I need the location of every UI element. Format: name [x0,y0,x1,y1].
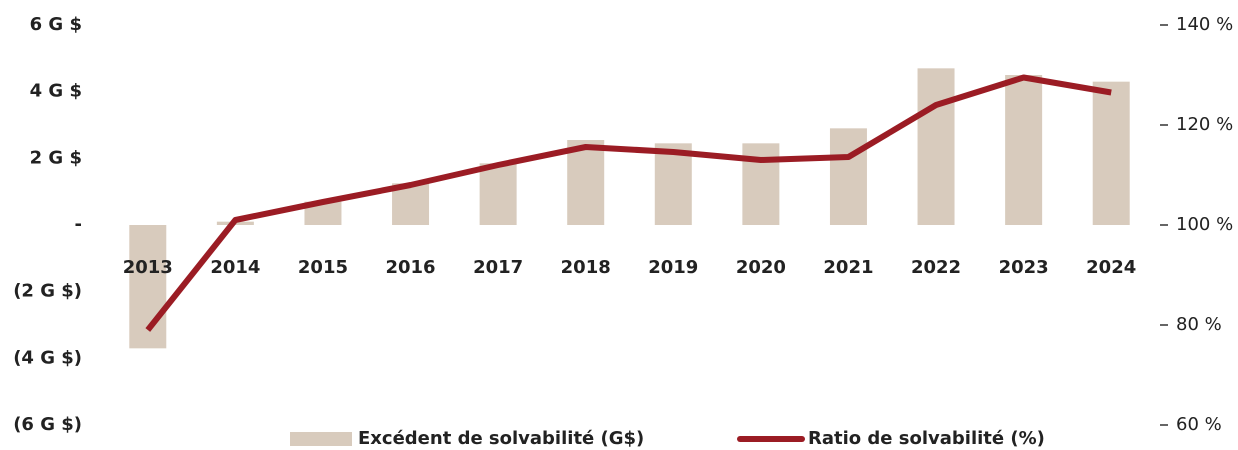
x-tick-label: 2019 [648,257,698,278]
x-tick-label: 2016 [385,257,435,278]
x-tick-label: 2015 [298,257,348,278]
line [145,74,1112,332]
y-tick-label: 6 G $ [30,14,82,35]
x-tick-label: 2014 [210,257,260,278]
y-tick-label: (6 G $) [13,414,82,435]
legend-swatch [290,432,352,446]
bar [829,128,867,225]
bar [1092,81,1130,226]
y-tick-label: 2 G $ [30,147,82,168]
y-tick-label: (2 G $) [13,281,82,302]
y2-tick-label: 80 % [1176,314,1222,335]
y2-tick-label: 100 % [1176,214,1233,235]
bar [742,143,780,225]
legend-label: Excédent de solvabilité (G$) [358,428,644,449]
legend-label: Ratio de solvabilité (%) [808,428,1045,449]
y2-tick-label: 60 % [1176,414,1222,435]
y-tick-label: (4 G $) [13,347,82,368]
x-tick-label: 2018 [561,257,611,278]
x-tick-label: 2022 [911,257,961,278]
y-tick-label: 4 G $ [30,81,82,102]
bar [654,143,692,225]
bar [917,68,955,225]
bar [304,201,342,225]
x-tick-label: 2020 [736,257,786,278]
y2-tick-label: 140 % [1176,14,1233,35]
x-tick-label: 2013 [123,257,173,278]
x-tick-label: 2023 [999,257,1049,278]
bar [1005,75,1043,225]
y2-tick-label: 120 % [1176,114,1233,135]
y-tick-label: - [75,214,82,235]
bar [479,163,517,225]
bar [567,140,605,225]
x-tick-label: 2021 [823,257,873,278]
x-tick-label: 2024 [1086,257,1136,278]
x-tick-label: 2017 [473,257,523,278]
